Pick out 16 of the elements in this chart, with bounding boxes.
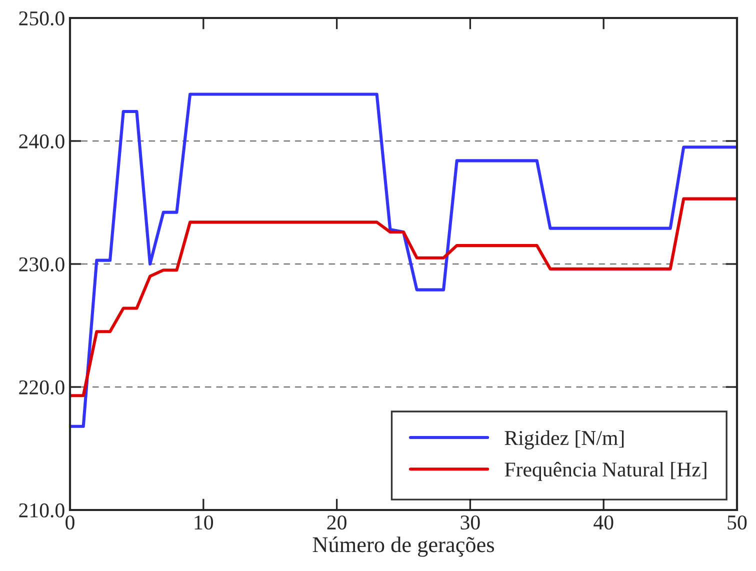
x-tick-label: 0 [66,515,74,530]
y-tick-label: 230.0 [19,257,64,272]
y-tick-label: 210.0 [19,503,64,518]
x-tick-label: 50 [728,515,747,530]
x-tick-label: 30 [460,515,480,530]
x-axis-title: Número de gerações [312,536,494,557]
y-tick-label: 250.0 [19,11,64,26]
x-tick-label: 40 [594,515,614,530]
legend-label: Frequência Natural [Hz] [504,462,706,481]
legend-label: Rigidez [N/m] [504,430,624,450]
y-tick-label: 240.0 [19,134,64,149]
x-tick-label: 10 [194,515,214,530]
line-series [70,197,737,398]
line-series [70,92,737,428]
y-tick-label: 220.0 [19,380,64,395]
x-tick-label: 20 [327,515,346,530]
